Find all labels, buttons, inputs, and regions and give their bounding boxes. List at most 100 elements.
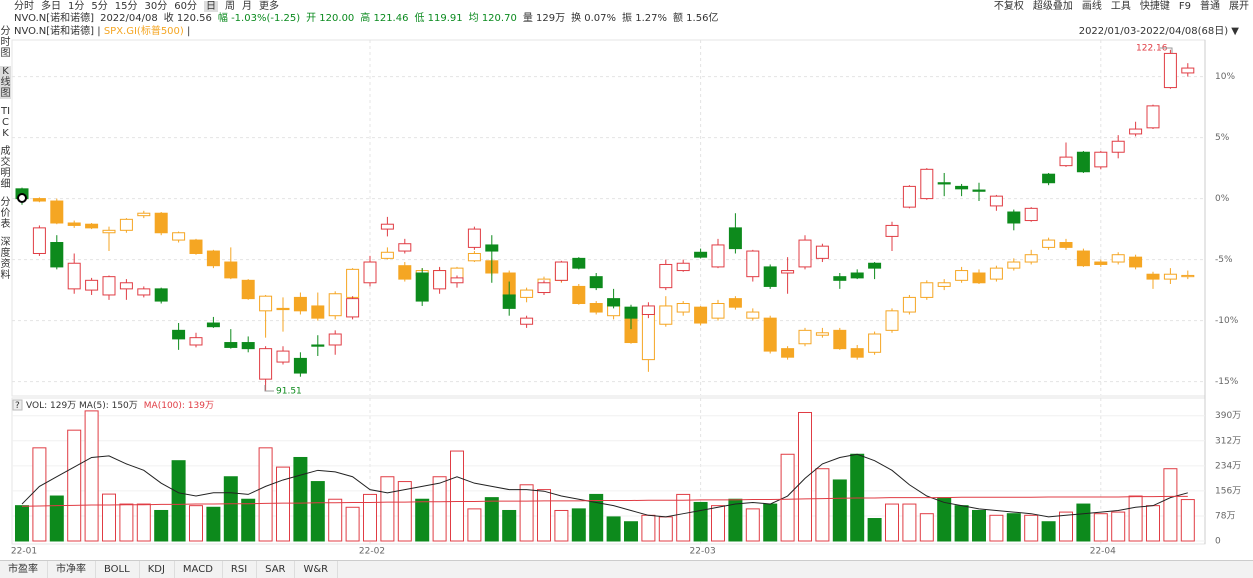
indicator-tab[interactable]: KDJ [140, 561, 175, 578]
tool-button[interactable]: 画线 [1081, 1, 1102, 12]
volume-bar [484, 497, 499, 542]
candle-body [346, 298, 360, 318]
indicator-tab[interactable]: RSI [223, 561, 258, 578]
period-button[interactable]: 多日 [41, 1, 61, 12]
tool-button[interactable]: 工具 [1110, 1, 1131, 12]
candle-body [398, 243, 412, 252]
tool-button[interactable]: 快捷键 [1139, 1, 1170, 12]
candle-body [728, 227, 742, 250]
volume-bar [1180, 499, 1195, 542]
volume-bar [241, 498, 256, 542]
candle-body [485, 244, 499, 252]
volume-bar [641, 514, 656, 542]
tool-button[interactable]: 超级叠加 [1032, 1, 1073, 12]
indicator-tab[interactable]: BOLL [96, 561, 140, 578]
candle-body [85, 279, 99, 291]
volume-bar [815, 468, 830, 542]
candle-body [154, 212, 168, 234]
candle-body [102, 229, 116, 234]
candle-body [850, 272, 864, 279]
candle-body [833, 276, 847, 281]
candle-body [1024, 254, 1038, 263]
candle-body [224, 342, 238, 348]
candle-body [798, 239, 812, 268]
volume-bar [310, 481, 325, 542]
tool-button[interactable]: 普通 [1200, 1, 1220, 12]
candle-body [32, 227, 46, 254]
candle-body [119, 282, 133, 290]
side-tab[interactable]: 深度资料 [0, 237, 11, 281]
candle-body [137, 212, 151, 217]
candle-body [972, 189, 986, 192]
volume-bar [937, 497, 952, 542]
tool-bar: 不复权 超级叠加 画线 工具 快捷键 F9 普通 展开 [985, 0, 1249, 13]
legend-entry: NVO.N[诺和诺德] [14, 26, 95, 37]
period-button[interactable]: 30分 [144, 1, 168, 12]
indicator-tab[interactable]: 市盈率 [0, 561, 48, 578]
candle-body [815, 332, 829, 336]
candle-body [1094, 151, 1108, 168]
candle-body [1059, 242, 1073, 248]
indicator-tab[interactable]: W&R [295, 561, 339, 578]
period-button[interactable]: 分时 [14, 1, 34, 12]
candle-body [311, 305, 325, 319]
cursor-dot [17, 193, 27, 203]
y-tick-label: 312万 [1215, 436, 1241, 446]
quote-field: NVO.N[诺和诺德] [14, 13, 95, 24]
volume-bar [728, 498, 743, 542]
quote-info: NVO.N[诺和诺德] 2022/04/08 收 120.56 幅 -1.03%(-1… [14, 12, 724, 25]
side-tab[interactable]: 分价表 [0, 197, 11, 230]
candle-body [67, 262, 81, 290]
side-tab[interactable]: TICK [0, 106, 11, 139]
candle-body [102, 276, 116, 296]
candle-body [902, 185, 916, 208]
volume-bar [1146, 505, 1160, 542]
extreme-pointer [264, 385, 274, 392]
candle-body [955, 185, 969, 190]
candle-body [798, 329, 812, 345]
volume-bar [1006, 513, 1021, 542]
side-tab[interactable]: 成交明细 [0, 146, 11, 190]
candle-body [711, 303, 725, 319]
period-button[interactable]: 1分 [68, 1, 85, 12]
period-button[interactable]: 5分 [91, 1, 108, 12]
candle-body [1076, 151, 1090, 173]
indicator-tab[interactable]: MACD [175, 561, 223, 578]
candle-body [154, 288, 168, 302]
volume-bar [276, 466, 290, 542]
volume-bar [1041, 521, 1056, 542]
y-tick-label: -15% [1215, 377, 1239, 387]
quote-field: 均 120.70 [468, 13, 517, 24]
legend-entry: SPX.GI(标普500) [103, 26, 184, 37]
candle-body [1181, 67, 1195, 74]
volume-legend: VOL: 129万 MA(5): 150万 [26, 401, 138, 411]
candle-body [607, 298, 621, 307]
tool-button[interactable]: 不复权 [993, 1, 1024, 12]
volume-bar [189, 505, 203, 542]
volume-bar [693, 501, 708, 542]
side-tab[interactable]: 分时图 [0, 26, 11, 59]
side-tab[interactable]: K线图 [0, 66, 11, 99]
quote-field: 高 121.46 [360, 13, 409, 24]
tool-button[interactable]: F9 [1178, 1, 1191, 12]
period-button[interactable]: 月 [241, 1, 252, 12]
candle-body [293, 296, 307, 312]
candle-body [746, 250, 760, 278]
indicator-tab[interactable]: 市净率 [48, 561, 96, 578]
period-button[interactable]: 周 [224, 1, 235, 12]
period-button[interactable]: 60分 [174, 1, 197, 12]
period-button[interactable]: 15分 [114, 1, 138, 12]
candle-body [1059, 156, 1073, 167]
candle-body [85, 223, 99, 229]
candle-body [589, 303, 603, 313]
candle-body [380, 251, 394, 259]
period-button[interactable]: 更多 [258, 1, 279, 12]
indicator-tab[interactable]: SAR [257, 561, 296, 578]
volume-bar [1163, 468, 1178, 542]
period-button[interactable]: 日 [203, 1, 218, 12]
volume-bar [676, 493, 691, 542]
y-tick-label: 78万 [1215, 511, 1235, 521]
quote-field: 2022/04/08 [100, 13, 158, 24]
tool-button[interactable]: 展开 [1229, 1, 1249, 12]
